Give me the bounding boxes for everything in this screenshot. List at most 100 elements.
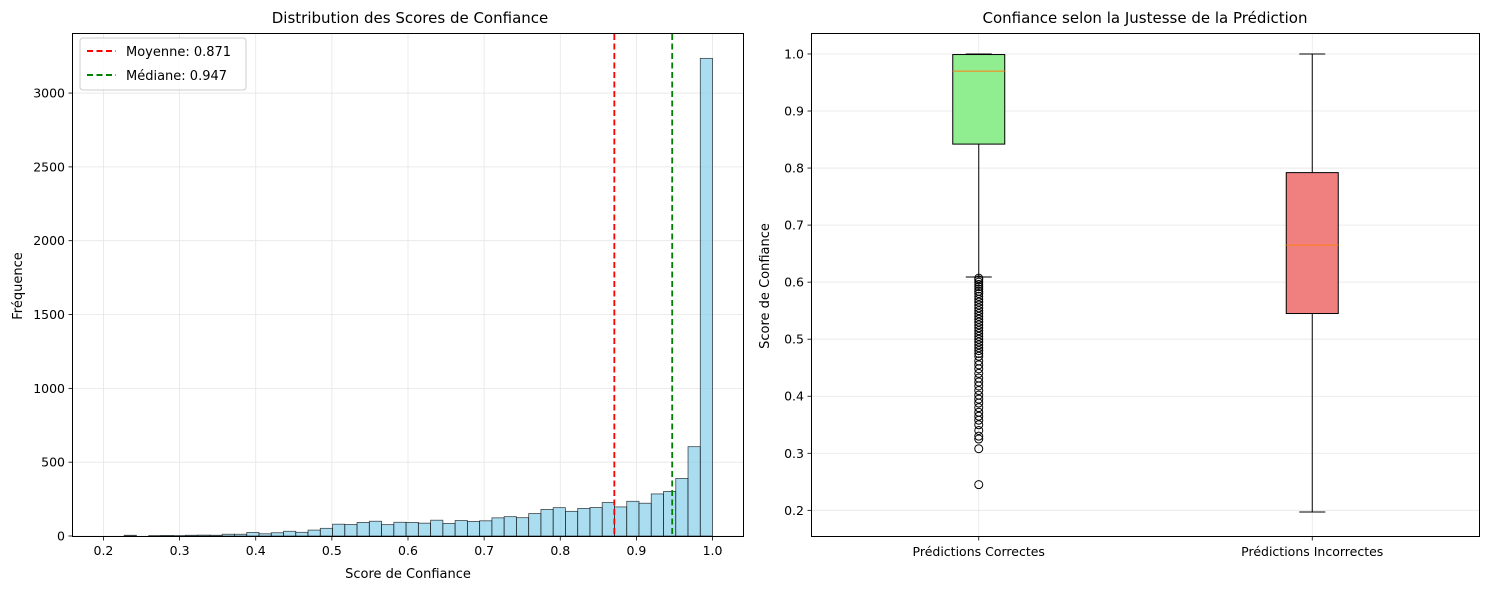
histogram-bar: [699, 57, 713, 537]
x-tick-label: 0.6: [398, 543, 418, 558]
histogram-chart: Distribution des Scores de Confiance 0.2…: [11, 9, 744, 582]
outlier-point: [974, 331, 984, 341]
outlier-point: [974, 480, 984, 490]
histogram-bar: [614, 506, 628, 537]
outlier-point: [974, 279, 984, 289]
y-tick-label: 1000: [33, 381, 65, 396]
histogram-bar: [528, 513, 542, 537]
y-tick-label: 0.5: [784, 332, 804, 347]
histogram-bar: [675, 478, 689, 537]
outlier-point: [974, 289, 984, 299]
outlier-point: [974, 326, 984, 336]
outlier-point: [974, 334, 984, 344]
box-incorrect: [1285, 53, 1339, 513]
outlier-point: [974, 398, 984, 408]
outlier-point: [974, 314, 984, 324]
histogram-bar: [540, 509, 554, 537]
outlier-point: [974, 420, 984, 430]
boxplot-y-ticks: 0.2 0.3 0.4 0.5 0.6 0.7 0.8 0.9 1.0: [784, 46, 812, 518]
histogram-title: Distribution des Scores de Confiance: [272, 9, 549, 27]
y-tick-label: 0.7: [784, 218, 804, 233]
outlier-point: [974, 394, 984, 404]
x-tick-label: 0.8: [550, 543, 570, 558]
y-tick-label: 0.2: [784, 503, 804, 518]
histogram-bar: [552, 507, 566, 537]
boxplot-title: Confiance selon la Justesse de la Prédic…: [983, 9, 1308, 27]
histogram-bar: [577, 507, 591, 537]
outlier-point: [974, 323, 984, 333]
histogram-bars: [123, 57, 713, 537]
histogram-bar: [638, 502, 652, 537]
x-tick-label: Prédictions Incorrectes: [1241, 544, 1383, 559]
outlier-point: [974, 320, 984, 330]
y-tick-label: 3000: [33, 86, 65, 101]
outlier-point: [974, 291, 984, 301]
histogram-bar: [565, 510, 579, 537]
outlier-point: [974, 303, 984, 313]
histogram-legend: Moyenne: 0.871 Médiane: 0.947: [79, 37, 247, 91]
histogram-bar: [663, 491, 677, 537]
histogram-bar: [344, 524, 358, 537]
boxplot-x-ticks: Prédictions Correctes Prédictions Incorre…: [913, 536, 1383, 559]
y-tick-label: 0.8: [784, 161, 804, 176]
boxplot-boxes: [952, 53, 1339, 513]
histogram-bar: [123, 534, 137, 537]
outlier-point: [974, 351, 984, 361]
outlier-point: [974, 360, 984, 370]
y-tick-label: 0.3: [784, 446, 804, 461]
outlier-point: [974, 282, 984, 292]
legend-mean-label: Moyenne: 0.871: [126, 45, 231, 60]
y-tick-label: 0.4: [784, 389, 804, 404]
x-tick-label: 1.0: [703, 543, 723, 558]
histogram-bar: [368, 520, 382, 537]
outlier-point: [974, 297, 984, 307]
outlier-point: [974, 434, 984, 444]
histogram-bar: [503, 516, 517, 537]
histogram-bar: [246, 532, 260, 537]
histogram-bar: [270, 532, 284, 537]
outlier-point: [974, 294, 984, 304]
boxplot-chart: Confiance selon la Justesse de la Prédic…: [758, 9, 1480, 559]
histogram-bar: [626, 500, 640, 537]
outlier-point: [974, 415, 984, 425]
outlier-point: [974, 340, 984, 350]
histogram-bar: [454, 520, 468, 537]
histogram-bar: [209, 534, 223, 537]
y-tick-label: 1500: [33, 307, 65, 322]
histogram-bar: [601, 502, 615, 537]
box-body: [1285, 172, 1339, 315]
histogram-bar: [405, 522, 419, 537]
histogram-bar: [332, 523, 346, 537]
histogram-bar: [589, 507, 603, 537]
outlier-point: [974, 306, 984, 316]
histogram-bar: [295, 531, 309, 537]
histogram-bar: [430, 519, 444, 537]
legend-median-label: Médiane: 0.947: [126, 69, 227, 84]
x-tick-label: 0.4: [246, 543, 266, 558]
x-tick-label: 0.5: [322, 543, 342, 558]
boxplot-grid: [812, 34, 1479, 536]
outlier-point: [974, 403, 984, 413]
histogram-vlines: [613, 34, 674, 536]
outlier-point: [974, 381, 984, 391]
histogram-bar: [466, 520, 481, 537]
histogram-bar: [491, 517, 505, 537]
y-tick-label: 500: [41, 455, 65, 470]
histogram-grid: [73, 34, 743, 537]
outlier-point: [974, 348, 984, 358]
outlier-point: [974, 277, 984, 287]
y-tick-label: 0: [57, 529, 65, 544]
histogram-bar: [393, 521, 407, 537]
outlier-point: [974, 377, 984, 387]
histogram-bar: [234, 533, 248, 537]
boxplot-y-label: Score de Confiance: [758, 223, 773, 349]
histogram-bar: [417, 522, 432, 537]
x-tick-label: 0.3: [170, 543, 190, 558]
outlier-point: [974, 317, 984, 327]
histogram-x-ticks: 0.2 0.3 0.4 0.5 0.6 0.7 0.8 0.9 1.0: [94, 536, 723, 558]
outlier-point: [974, 346, 984, 356]
histogram-bar: [687, 446, 701, 537]
box-correct: [952, 53, 1006, 490]
x-tick-label: 0.2: [94, 543, 114, 558]
